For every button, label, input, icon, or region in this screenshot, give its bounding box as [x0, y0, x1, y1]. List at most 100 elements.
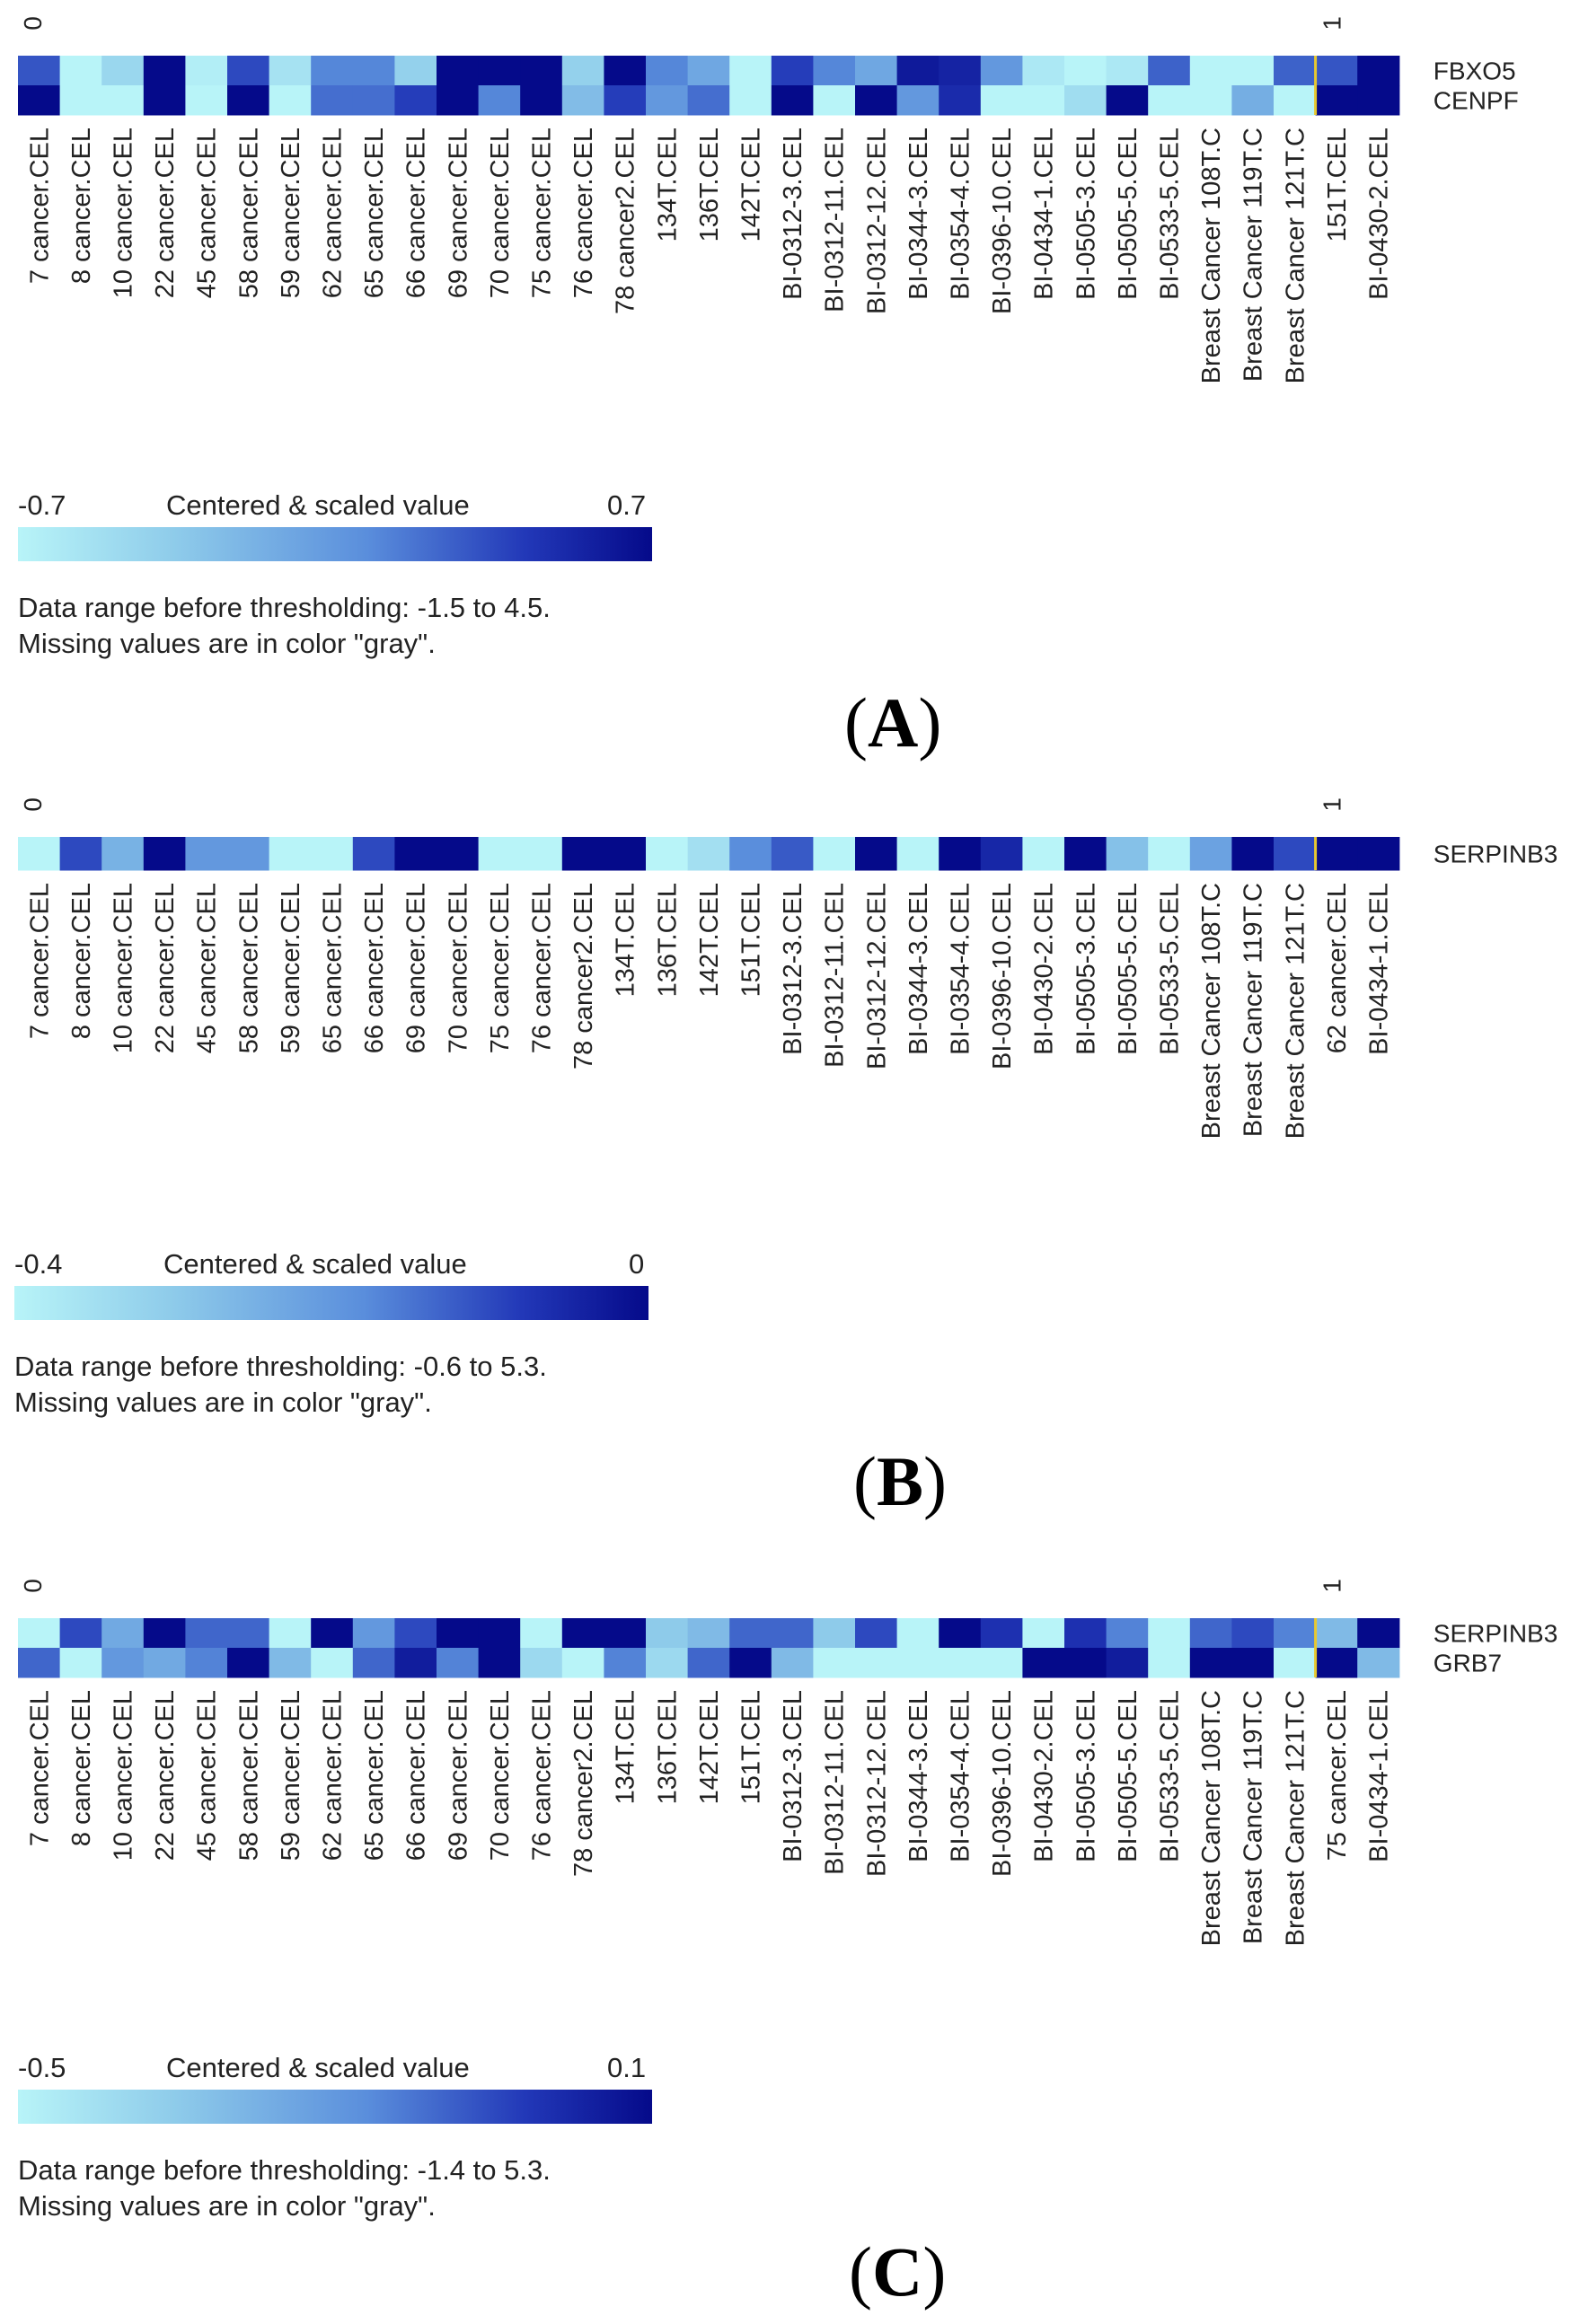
heatmap-cell	[561, 1618, 604, 1649]
heatmap-cell	[1148, 1648, 1191, 1678]
heatmap-cells-c	[18, 1618, 1400, 1678]
heatmap-cell	[729, 56, 772, 86]
heatmap-cell	[771, 85, 814, 116]
heatmap-cell	[101, 85, 145, 116]
sample-label: BI-0505-3.CEL	[1072, 883, 1100, 1055]
sample-label: 70 cancer.CEL	[486, 1690, 515, 1861]
sample-label: 65 cancer.CEL	[360, 128, 389, 298]
heatmap-cell	[604, 56, 647, 86]
gene-label: SERPINB3	[1434, 1620, 1558, 1648]
sample-label: 58 cancer.CEL	[234, 1690, 263, 1861]
heatmap-cell	[227, 837, 270, 871]
heatmap-cell	[478, 56, 521, 86]
index-start-b: 0	[19, 797, 47, 812]
heatmap-cell	[311, 1648, 354, 1678]
heatmap-cell	[1274, 1618, 1317, 1649]
heatmap-cell	[143, 837, 186, 871]
heatmap-cell	[1274, 837, 1317, 871]
note-a-missing: Missing values are in color "gray".	[18, 628, 436, 659]
heatmap-cell	[1022, 837, 1065, 871]
heatmap-cell	[687, 1648, 730, 1678]
heatmap-cell	[813, 1618, 856, 1649]
heatmap-cell	[394, 1648, 437, 1678]
sample-label: 69 cancer.CEL	[444, 1690, 472, 1861]
heatmap-cell	[143, 1648, 186, 1678]
legend-a-gradient	[18, 527, 652, 561]
sample-label: 45 cancer.CEL	[193, 1690, 222, 1861]
sample-label: 142T.CEL	[695, 1690, 724, 1804]
heatmap-cell	[185, 837, 228, 871]
sample-label: 66 cancer.CEL	[360, 883, 389, 1053]
sample-label: 8 cancer.CEL	[67, 128, 96, 284]
heatmap-cell	[771, 1618, 814, 1649]
sample-label: 10 cancer.CEL	[110, 1690, 138, 1861]
heatmap-cell	[1315, 1648, 1358, 1678]
sample-label: 75 cancer.CEL	[1323, 1690, 1352, 1861]
heatmap-cell	[59, 1618, 102, 1649]
heatmap-cell	[394, 837, 437, 871]
heatmap-cell	[855, 56, 898, 86]
sample-label: 7 cancer.CEL	[25, 128, 54, 284]
heatmap-cell	[1274, 56, 1317, 86]
heatmap-cell	[1231, 85, 1275, 116]
sample-label: Breast Cancer 119T.C	[1240, 128, 1268, 382]
sample-label: BI-0312-11.CEL	[821, 1690, 850, 1875]
sample-label: BI-0505-3.CEL	[1072, 128, 1100, 300]
heatmap-cell	[1106, 1618, 1149, 1649]
sample-label: 76 cancer.CEL	[528, 1690, 557, 1861]
sample-label: 76 cancer.CEL	[528, 883, 557, 1053]
heatmap-cell	[1148, 1618, 1191, 1649]
heatmap-cell	[1231, 837, 1275, 871]
heatmap-cell	[980, 1618, 1023, 1649]
panel-b-letter: B	[876, 1442, 924, 1520]
heatmap-cell	[352, 1618, 395, 1649]
sample-label: BI-0312-11.CEL	[821, 128, 850, 313]
heatmap-cell	[980, 85, 1023, 116]
sample-label: BI-0505-5.CEL	[1114, 1690, 1142, 1862]
gene-label: GRB7	[1434, 1650, 1502, 1677]
heatmap-cell	[771, 837, 814, 871]
heatmap-cell	[939, 1648, 982, 1678]
sample-label: BI-0312-3.CEL	[779, 128, 807, 300]
heatmap-cell	[394, 1618, 437, 1649]
heatmap-cell	[813, 56, 856, 86]
heatmap-cell	[1315, 85, 1358, 116]
heatmap-cell	[520, 85, 563, 116]
heatmap-cell	[813, 85, 856, 116]
panel-b-label: (B)	[853, 1442, 947, 1520]
sample-label: BI-0396-10.CEL	[988, 883, 1017, 1070]
heatmap-cell	[311, 837, 354, 871]
sample-label: 76 cancer.CEL	[569, 128, 598, 298]
gene-label: CENPF	[1434, 87, 1519, 115]
heatmap-cell	[604, 1648, 647, 1678]
sample-label: 78 cancer2.CEL	[612, 128, 640, 314]
heatmap-cell	[1106, 85, 1149, 116]
heatmap-cell	[185, 85, 228, 116]
sample-label: 75 cancer.CEL	[486, 883, 515, 1053]
heatmap-cell	[855, 1618, 898, 1649]
heatmap-cell	[269, 1618, 312, 1649]
heatmap-cell	[646, 1648, 689, 1678]
sample-label: 136T.CEL	[695, 128, 724, 242]
legend-b-max: 0	[629, 1248, 645, 1280]
sample-label: Breast Cancer 108T.C	[1197, 128, 1226, 383]
heatmap-cell	[18, 85, 61, 116]
heatmap-cell	[18, 837, 61, 871]
legend-a-title: Centered & scaled value	[166, 489, 470, 521]
sample-label: BI-0430-2.CEL	[1030, 1690, 1059, 1862]
sample-label: 8 cancer.CEL	[67, 1690, 96, 1846]
panel-c-letter: C	[871, 2232, 923, 2311]
heatmap-cell	[1022, 85, 1065, 116]
heatmap-cell	[980, 837, 1023, 871]
sample-label: Breast Cancer 121T.C	[1281, 883, 1310, 1139]
heatmap-cell	[143, 85, 186, 116]
sample-label: 136T.CEL	[653, 1690, 682, 1804]
sample-label: Breast Cancer 119T.C	[1240, 1690, 1268, 1944]
heatmap-cell	[311, 85, 354, 116]
heatmap-cell	[561, 56, 604, 86]
sample-label: 78 cancer2.CEL	[569, 883, 598, 1070]
heatmap-cell	[1231, 1618, 1275, 1649]
heatmap-cell	[1231, 56, 1275, 86]
heatmap-cell	[939, 837, 982, 871]
legend-c-title: Centered & scaled value	[166, 2052, 470, 2083]
